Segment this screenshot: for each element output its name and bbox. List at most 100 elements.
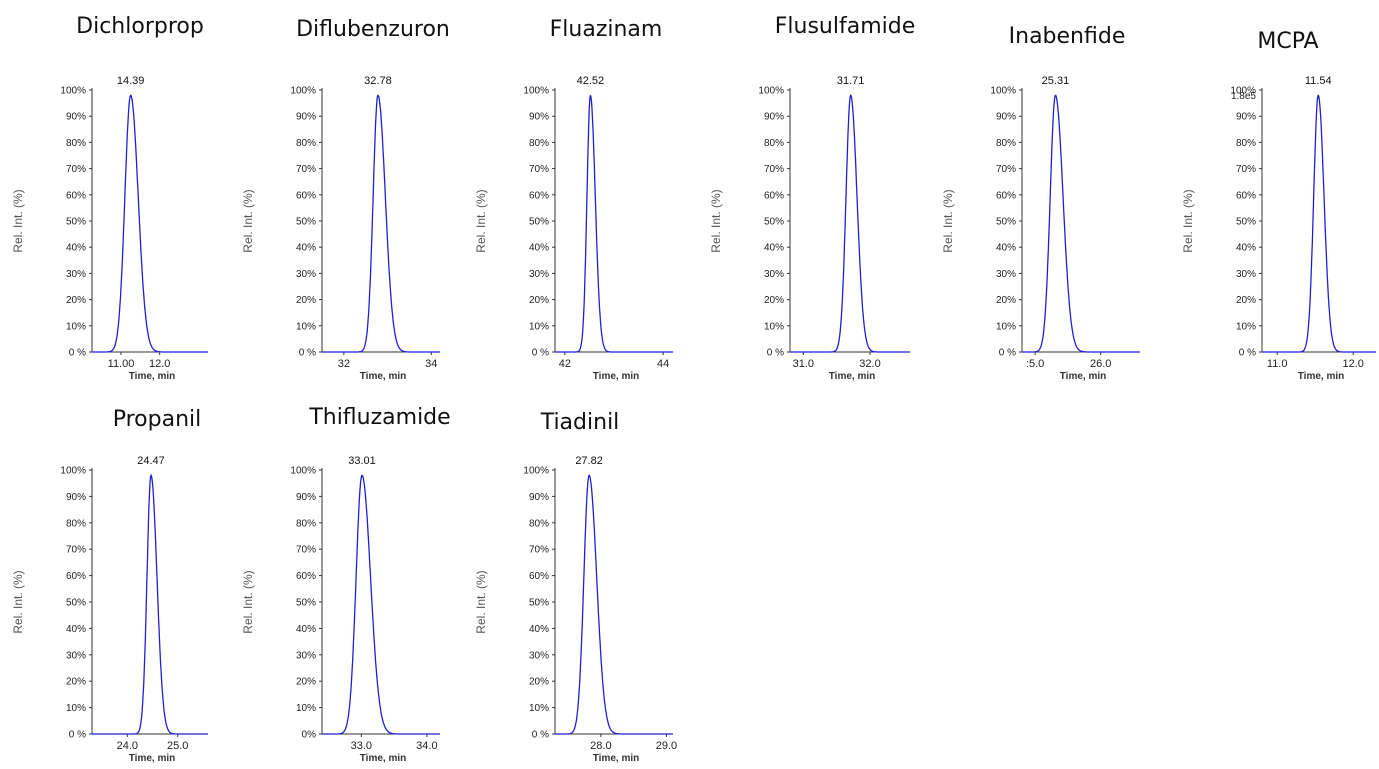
y-tick-label: 40% (529, 624, 549, 635)
chromatogram-propanil: Propanil Rel. Int. (%) 0 % 10% 20% 30% 40% 50% 6… (11, 407, 208, 764)
y-axis-label: Rel. Int. (%) (941, 189, 955, 252)
y-axis-label: Rel. Int. (%) (11, 189, 25, 252)
y-tick-label: 40% (66, 243, 86, 254)
y-tick-label: 50% (296, 598, 316, 609)
y-tick-label: 70% (529, 164, 549, 175)
x-axis-label: Time, min (1298, 371, 1345, 382)
y-tick-label: 60% (529, 571, 549, 582)
y-tick-label: 0 % (1239, 348, 1256, 359)
y-tick-label: 30% (1236, 269, 1256, 280)
y-tick-label: 80% (296, 138, 316, 149)
x-axis-label: Time, min (129, 371, 176, 382)
x-tick-label: 34.0 (416, 740, 437, 752)
x-tick-label: 44 (657, 358, 669, 370)
peak-label: 14.39 (117, 75, 145, 87)
x-tick-label: 11.0 (1267, 358, 1288, 370)
y-tick-label: 50% (764, 217, 784, 228)
x-axis-label: Time, min (593, 753, 640, 764)
y-tick-label: 0 % (532, 348, 549, 359)
y-tick-label: 90% (996, 112, 1016, 123)
x-axis-label: Time, min (1060, 371, 1107, 382)
y-tick-label: 20% (296, 677, 316, 688)
x-tick-label: 32 (338, 358, 350, 370)
y-tick-label: 0 % (69, 730, 86, 741)
y-tick-label: 20% (529, 677, 549, 688)
y-tick-label: 60% (764, 190, 784, 201)
y-tick-label: 90% (296, 112, 316, 123)
chart-title: MCPA (1257, 29, 1318, 54)
x-tick-label: 25.0 (167, 740, 188, 752)
x-tick-label: 31.0 (793, 358, 814, 370)
chart-title: Propanil (113, 407, 202, 432)
y-tick-label: 60% (66, 571, 86, 582)
y-tick-label: 50% (996, 217, 1016, 228)
y-tick-label: 90% (296, 492, 316, 503)
y-tick-label: 20% (764, 295, 784, 306)
x-axis-label: Time, min (360, 753, 407, 764)
y-tick-label: 20% (1236, 295, 1256, 306)
y-tick-label: 70% (764, 164, 784, 175)
x-tick-label: 11.00 (108, 358, 135, 370)
chromatogram-flusulfamide: Flusulfamide Rel. Int. (%) 0 % 10% 20% 30% 40%… (709, 14, 915, 382)
y-tick-label: 40% (996, 243, 1016, 254)
chart-title: Fluazinam (550, 17, 663, 42)
x-tick-label: 33.0 (351, 740, 372, 752)
y-tick-label: 70% (996, 164, 1016, 175)
y-tick-label: 10% (529, 321, 549, 332)
y-tick-label: 60% (66, 190, 86, 201)
y-tick-label: 40% (1236, 243, 1256, 254)
y-tick-label: 90% (764, 112, 784, 123)
y-tick-label: 30% (66, 650, 86, 661)
y-tick-label: 10% (996, 321, 1016, 332)
y-tick-label: 30% (66, 269, 86, 280)
y-tick-label: 10% (66, 321, 86, 332)
y-tick-label: 90% (1236, 112, 1256, 123)
y-tick-label: 100% (60, 86, 86, 97)
y-tick-label: 70% (529, 545, 549, 556)
y-tick-label: 50% (296, 217, 316, 228)
y-tick-label: 80% (529, 138, 549, 149)
y-axis-label: Rel. Int. (%) (241, 570, 255, 633)
peak-trace (92, 94, 208, 353)
y-axis-label: Rel. Int. (%) (1181, 189, 1195, 252)
y-tick-label: 20% (296, 295, 316, 306)
y-tick-label: 90% (66, 112, 86, 123)
y-tick-label: 100% (290, 466, 316, 477)
y-tick-label: 100% (60, 466, 86, 477)
y-tick-label: 80% (1236, 138, 1256, 149)
peak-trace (322, 474, 440, 735)
y-tick-label: 30% (764, 269, 784, 280)
chart-title: Flusulfamide (775, 14, 916, 39)
chromatogram-thifluzamide: Thifluzamide Rel. Int. (%) 0% 10% 20% 30% 40% 5… (241, 405, 451, 764)
chart-title: Tiadinil (540, 410, 620, 435)
y-tick-label: 70% (66, 545, 86, 556)
y-tick-label: 60% (296, 190, 316, 201)
y-tick-label: 100% (990, 86, 1016, 97)
y-tick-label: 100% (290, 86, 316, 97)
y-tick-label: 50% (1236, 217, 1256, 228)
peak-label: 27.82 (575, 455, 603, 467)
y-tick-label: 0 % (69, 348, 86, 359)
x-tick-label: 26.0 (1090, 358, 1111, 370)
y-axis-label: Rel. Int. (%) (11, 570, 25, 633)
y-tick-label: 30% (529, 269, 549, 280)
x-tick-label: 42 (559, 358, 571, 370)
y-tick-label: 100% (1230, 86, 1256, 97)
peak-label: 11.54 (1305, 75, 1332, 87)
y-tick-label: 80% (66, 518, 86, 529)
y-tick-label: 30% (296, 269, 316, 280)
y-tick-label: 40% (529, 243, 549, 254)
peak-trace (1262, 94, 1376, 353)
y-axis-label: Rel. Int. (%) (474, 570, 488, 633)
y-tick-label: 50% (66, 217, 86, 228)
peak-label: 25.31 (1042, 75, 1070, 87)
chart-title: Inabenfide (1009, 24, 1126, 49)
y-tick-label: 100% (523, 466, 549, 477)
y-tick-label: 70% (296, 545, 316, 556)
y-tick-label: 40% (764, 243, 784, 254)
y-tick-label: 40% (66, 624, 86, 635)
y-tick-label: 20% (66, 677, 86, 688)
y-tick-label: 80% (764, 138, 784, 149)
y-tick-label: 90% (529, 492, 549, 503)
